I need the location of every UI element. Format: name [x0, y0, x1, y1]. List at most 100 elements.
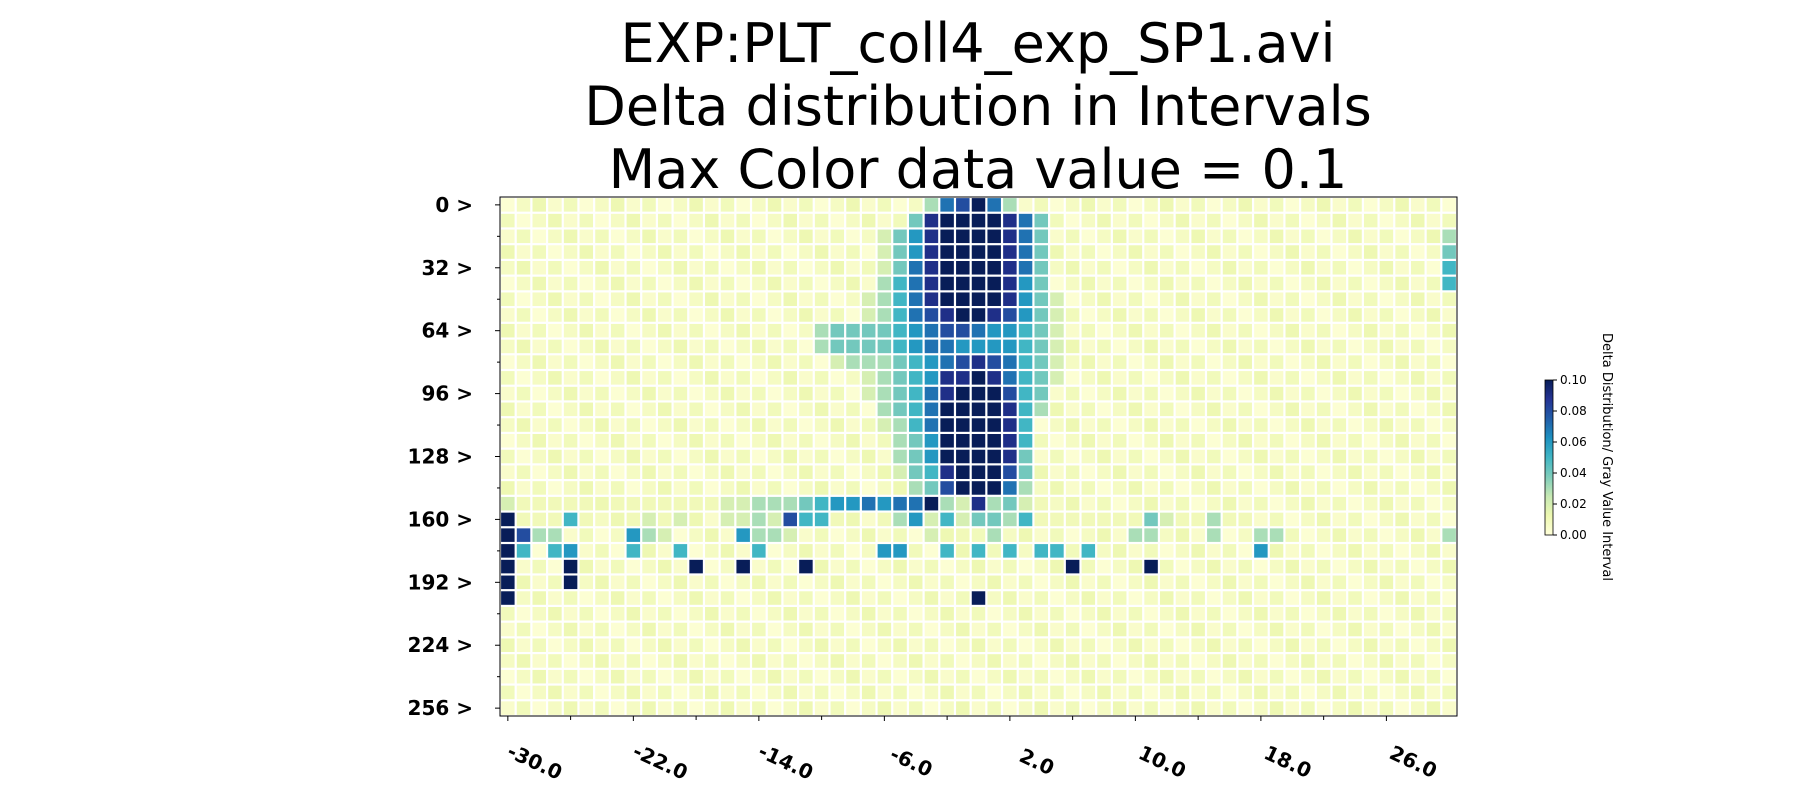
heatmap-cell	[940, 591, 954, 605]
heatmap-cell	[1222, 512, 1237, 527]
heatmap-cell	[720, 528, 735, 542]
heatmap-cell	[579, 339, 594, 354]
heatmap-cell	[1018, 669, 1033, 684]
heatmap-cell	[987, 622, 1001, 637]
heatmap-cell	[956, 622, 970, 637]
heatmap-cell	[767, 418, 782, 432]
heatmap-cell	[595, 528, 609, 542]
heatmap-cell	[516, 292, 531, 306]
heatmap-cell	[1112, 544, 1127, 558]
heatmap-cell	[1395, 481, 1409, 495]
heatmap-cell	[720, 339, 735, 354]
heatmap-cell	[1395, 559, 1409, 574]
heatmap-cell	[1112, 622, 1127, 637]
heatmap-cell	[1160, 622, 1174, 637]
heatmap-cell	[548, 229, 562, 244]
heatmap-cell	[501, 575, 515, 590]
heatmap-cell	[1003, 434, 1017, 448]
heatmap-cell	[1050, 701, 1064, 715]
heatmap-cell	[1238, 198, 1252, 212]
heatmap-cell	[1097, 481, 1111, 495]
heatmap-cell	[1207, 669, 1221, 684]
heatmap-cell	[1160, 544, 1174, 558]
heatmap-cell	[642, 575, 656, 590]
heatmap-cell	[1363, 261, 1378, 275]
heatmap-cell	[1285, 371, 1300, 385]
heatmap-cell	[814, 261, 829, 275]
heatmap-cell	[1316, 339, 1331, 354]
heatmap-cell	[752, 654, 766, 668]
heatmap-cell	[1097, 292, 1111, 306]
heatmap-cell	[1050, 544, 1064, 558]
heatmap-cell	[1301, 638, 1315, 652]
heatmap-cell	[516, 544, 531, 558]
heatmap-cell	[1191, 386, 1205, 401]
heatmap-cell	[783, 544, 797, 558]
heatmap-cell	[1348, 276, 1362, 291]
heatmap-cell	[642, 418, 656, 432]
heatmap-cell	[736, 402, 750, 417]
heatmap-cell	[1426, 339, 1441, 354]
heatmap-cell	[689, 638, 703, 652]
heatmap-cell	[971, 544, 986, 558]
heatmap-cell	[563, 496, 578, 511]
heatmap-cell	[1081, 261, 1096, 275]
heatmap-cell	[1238, 654, 1252, 668]
heatmap-cell	[987, 355, 1001, 369]
colorbar-tick-label: 0.00	[1560, 528, 1587, 542]
heatmap-cell	[1442, 198, 1456, 212]
heatmap-cell	[705, 198, 719, 212]
heatmap-cell	[956, 465, 970, 479]
heatmap-cell	[705, 292, 719, 306]
heatmap-cell	[516, 622, 531, 637]
heatmap-cell	[720, 465, 735, 479]
heatmap-cell	[1285, 245, 1300, 259]
heatmap-cell	[1175, 638, 1190, 652]
heatmap-cell	[830, 355, 845, 369]
heatmap-cell	[877, 292, 892, 306]
heatmap-cell	[1426, 213, 1441, 228]
heatmap-cell	[877, 701, 892, 715]
heatmap-cell	[799, 465, 813, 479]
heatmap-cell	[736, 261, 750, 275]
heatmap-cell	[861, 559, 876, 574]
heatmap-cell	[846, 245, 860, 259]
heatmap-cell	[799, 402, 813, 417]
heatmap-cell	[830, 276, 845, 291]
heatmap-cell	[1348, 622, 1362, 637]
heatmap-cell	[1426, 449, 1441, 464]
heatmap-cell	[736, 654, 750, 668]
heatmap-cell	[861, 591, 876, 605]
heatmap-cell	[1191, 449, 1205, 464]
heatmap-cell	[846, 512, 860, 527]
heatmap-cell	[752, 465, 766, 479]
heatmap-cell	[1112, 323, 1127, 338]
heatmap-cell	[987, 449, 1001, 464]
heatmap-cell	[516, 607, 531, 621]
heatmap-cell	[956, 528, 970, 542]
heatmap-cell	[940, 685, 954, 700]
heatmap-cell	[673, 371, 688, 385]
heatmap-cell	[1112, 685, 1127, 700]
heatmap-cell	[532, 308, 546, 322]
heatmap-cell	[1018, 245, 1033, 259]
heatmap-cell	[752, 622, 766, 637]
heatmap-cell	[1191, 465, 1205, 479]
heatmap-cell	[893, 261, 907, 275]
heatmap-cell	[1363, 575, 1378, 590]
heatmap-cell	[877, 213, 892, 228]
heatmap-cell	[1175, 622, 1190, 637]
heatmap-cell	[563, 465, 578, 479]
heatmap-cell	[924, 465, 939, 479]
heatmap-cell	[1379, 559, 1394, 574]
heatmap-cell	[1254, 685, 1268, 700]
heatmap-cell	[1269, 434, 1284, 448]
heatmap-cell	[720, 449, 735, 464]
heatmap-cell	[830, 386, 845, 401]
heatmap-cell	[1128, 685, 1143, 700]
heatmap-cell	[1003, 261, 1017, 275]
heatmap-cell	[956, 213, 970, 228]
heatmap-cell	[1348, 669, 1362, 684]
heatmap-cell	[1144, 591, 1158, 605]
heatmap-cell	[642, 292, 656, 306]
